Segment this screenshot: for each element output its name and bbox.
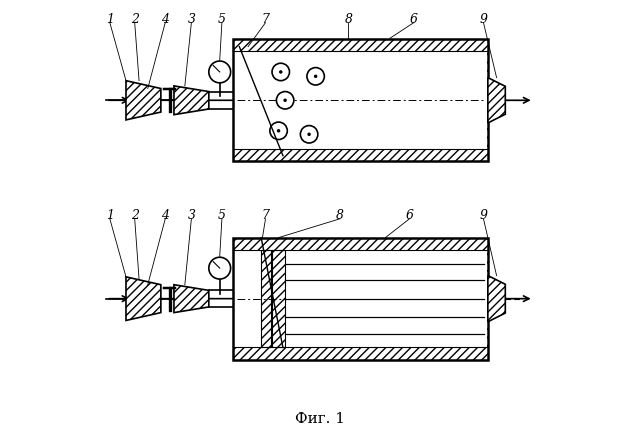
Text: 5: 5 [218, 209, 226, 222]
Text: 8: 8 [335, 209, 344, 222]
Text: 4: 4 [161, 209, 169, 222]
Text: 6: 6 [405, 209, 413, 222]
Text: 7: 7 [262, 13, 269, 26]
Bar [234, 51, 487, 149]
Circle shape [300, 126, 318, 143]
Text: 8: 8 [344, 13, 353, 26]
Bar [261, 250, 271, 347]
Text: 2: 2 [131, 209, 139, 222]
Text: 4: 4 [161, 13, 169, 26]
Bar [272, 250, 285, 347]
Circle shape [276, 92, 294, 109]
Circle shape [279, 70, 282, 74]
Text: 9: 9 [479, 209, 488, 222]
Bar [234, 250, 487, 347]
Circle shape [314, 75, 317, 78]
Bar [233, 238, 488, 360]
Text: 1: 1 [106, 13, 114, 26]
Text: 5: 5 [218, 13, 226, 26]
Circle shape [209, 61, 230, 83]
Bar [261, 250, 271, 347]
Bar [233, 39, 488, 161]
Text: 7: 7 [262, 209, 269, 222]
Text: 3: 3 [188, 13, 195, 26]
Text: 9: 9 [479, 13, 488, 26]
Polygon shape [488, 276, 506, 322]
Bar [233, 238, 488, 360]
Circle shape [270, 122, 287, 140]
Text: Фиг. 1: Фиг. 1 [295, 412, 345, 426]
Polygon shape [174, 86, 209, 115]
Circle shape [307, 133, 311, 136]
Polygon shape [174, 285, 209, 313]
Text: 1: 1 [106, 209, 114, 222]
Circle shape [272, 63, 289, 81]
Circle shape [307, 68, 324, 85]
Text: 6: 6 [410, 13, 418, 26]
Bar [233, 39, 488, 161]
Text: 2: 2 [131, 13, 139, 26]
Circle shape [284, 99, 287, 102]
Polygon shape [126, 277, 161, 320]
Polygon shape [488, 78, 506, 123]
Circle shape [209, 257, 230, 279]
Bar [272, 250, 285, 347]
Circle shape [277, 129, 280, 133]
Text: 3: 3 [188, 209, 195, 222]
Polygon shape [126, 81, 161, 120]
